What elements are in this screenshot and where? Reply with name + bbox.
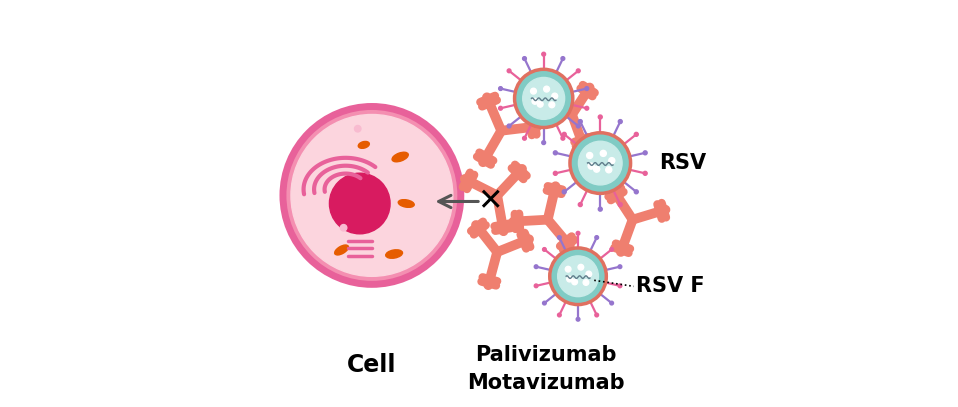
Circle shape [354, 125, 361, 132]
Circle shape [588, 163, 594, 169]
Circle shape [558, 313, 561, 317]
Ellipse shape [334, 245, 349, 255]
Circle shape [595, 236, 599, 239]
Circle shape [507, 124, 511, 128]
Circle shape [576, 317, 580, 321]
Circle shape [561, 136, 565, 140]
Circle shape [578, 265, 583, 270]
Circle shape [634, 190, 638, 194]
Circle shape [579, 120, 582, 124]
Circle shape [618, 203, 623, 207]
Circle shape [561, 57, 565, 60]
Circle shape [542, 247, 546, 251]
Circle shape [570, 133, 630, 193]
Text: RSV: RSV [659, 153, 706, 173]
Circle shape [576, 232, 580, 235]
Circle shape [330, 173, 390, 234]
Circle shape [585, 106, 589, 110]
Circle shape [537, 101, 543, 107]
Circle shape [618, 265, 622, 269]
Circle shape [283, 107, 461, 284]
Circle shape [572, 279, 578, 285]
Circle shape [599, 115, 603, 119]
Circle shape [523, 57, 526, 60]
Circle shape [579, 203, 582, 207]
Circle shape [585, 87, 589, 90]
Text: Palivizumab
Motavizumab: Palivizumab Motavizumab [467, 345, 625, 393]
Circle shape [558, 236, 561, 239]
Circle shape [552, 93, 558, 99]
Circle shape [499, 106, 502, 110]
Circle shape [550, 248, 606, 304]
Circle shape [499, 87, 502, 90]
Circle shape [554, 151, 558, 155]
Ellipse shape [399, 200, 414, 207]
Circle shape [595, 313, 599, 317]
Circle shape [562, 190, 566, 194]
Circle shape [594, 166, 600, 172]
Circle shape [507, 69, 511, 73]
Circle shape [532, 98, 537, 104]
Circle shape [554, 171, 558, 175]
Circle shape [618, 120, 623, 124]
Circle shape [542, 141, 545, 144]
Circle shape [565, 266, 571, 272]
Ellipse shape [392, 152, 408, 162]
Circle shape [567, 276, 572, 282]
Circle shape [291, 114, 453, 276]
Circle shape [610, 247, 613, 251]
Circle shape [340, 225, 347, 231]
Circle shape [514, 69, 573, 127]
Text: ✕: ✕ [477, 187, 503, 216]
Circle shape [599, 207, 603, 211]
Circle shape [605, 167, 612, 173]
Circle shape [531, 88, 536, 94]
Ellipse shape [386, 250, 402, 258]
Circle shape [608, 158, 615, 164]
Circle shape [610, 301, 613, 305]
Circle shape [535, 265, 538, 269]
Circle shape [601, 150, 606, 156]
Circle shape [579, 141, 622, 185]
Circle shape [583, 280, 589, 285]
Ellipse shape [358, 142, 370, 148]
Circle shape [558, 256, 599, 297]
Circle shape [523, 77, 564, 119]
Circle shape [643, 151, 648, 155]
Text: RSV F: RSV F [636, 276, 704, 296]
Circle shape [586, 271, 592, 277]
Circle shape [577, 69, 581, 73]
Circle shape [544, 86, 550, 92]
Circle shape [549, 102, 555, 108]
Circle shape [542, 301, 546, 305]
Circle shape [586, 153, 593, 159]
Circle shape [618, 284, 622, 288]
Circle shape [562, 132, 566, 136]
Circle shape [643, 171, 648, 175]
Circle shape [542, 52, 545, 56]
Circle shape [577, 124, 581, 128]
Text: Cell: Cell [347, 353, 397, 377]
Circle shape [523, 136, 526, 140]
Circle shape [535, 284, 538, 288]
Circle shape [634, 132, 638, 136]
